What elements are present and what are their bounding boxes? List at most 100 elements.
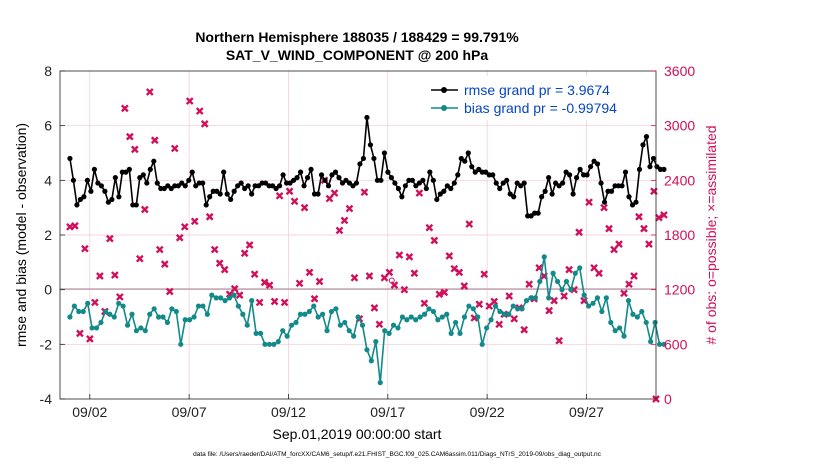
bias-point — [98, 319, 104, 326]
rmse-point — [200, 180, 206, 186]
obs-assimilated-marker — [615, 240, 623, 248]
obs-assimilated-marker — [600, 203, 608, 212]
y-right-tick-label: 3000 — [664, 118, 695, 134]
bias-point — [648, 339, 654, 345]
obs-assimilated-marker — [285, 187, 294, 196]
rmse-point — [336, 175, 342, 181]
rmse-point — [444, 183, 450, 189]
obs-assimilated-marker — [395, 251, 404, 259]
bias-point — [475, 314, 481, 320]
obs-assimilated-marker — [81, 244, 89, 253]
rmse-point — [507, 191, 513, 197]
rmse-point — [168, 185, 174, 192]
obs-assimilated-marker — [620, 289, 628, 298]
bias-point — [546, 295, 552, 301]
bias-point — [639, 308, 645, 315]
rmse-point — [242, 185, 248, 192]
obs-assimilated-marker — [180, 222, 189, 231]
bias-point — [142, 328, 148, 334]
rmse-point — [594, 161, 601, 167]
bias-point — [479, 341, 485, 347]
rmse-point — [256, 183, 262, 189]
bias-point — [488, 317, 494, 323]
obs-assimilated-marker — [370, 304, 379, 312]
bias-point — [554, 278, 561, 285]
rmse-point — [381, 150, 388, 156]
bias-point — [435, 317, 441, 323]
obs-assimilated-marker — [550, 296, 558, 305]
obs-assimilated-marker — [645, 240, 653, 248]
obs-assimilated-marker — [170, 144, 179, 153]
rmse-point — [332, 169, 339, 175]
rmse-point — [601, 199, 608, 205]
bias-point — [200, 303, 206, 309]
obs-assimilated-marker — [555, 336, 563, 345]
bias-point — [510, 303, 516, 309]
rmse-point — [182, 183, 188, 189]
bias-point — [466, 303, 472, 309]
obs-assimilated-marker — [525, 280, 534, 289]
bias-point — [195, 303, 202, 309]
rmse-point — [570, 191, 576, 197]
rmse-point — [392, 180, 398, 186]
rmse-point — [441, 188, 447, 194]
bias-point — [594, 295, 601, 301]
bias-point — [129, 311, 135, 317]
obs-assimilated-marker — [205, 212, 214, 221]
rmse-point — [353, 180, 360, 186]
rmse-point — [357, 161, 363, 167]
rmse-point — [179, 180, 185, 186]
bias-point — [386, 330, 392, 336]
bias-point — [311, 303, 317, 309]
bias-point — [169, 306, 175, 312]
bias-point — [147, 311, 153, 317]
legend-bias-label: bias grand pr = -0.99794 — [464, 100, 617, 116]
rmse-point — [245, 183, 251, 189]
rmse-point — [437, 191, 443, 197]
rmse-point — [626, 194, 632, 200]
obs-assimilated-marker — [460, 282, 469, 290]
bias-point — [120, 303, 126, 309]
rmse-point — [598, 180, 604, 186]
obs-assimilated-marker — [565, 265, 573, 274]
bias-point — [532, 295, 538, 301]
y-left-tick-label: 8 — [44, 63, 52, 79]
obs-assimilated-marker — [140, 205, 149, 214]
bias-point — [355, 314, 361, 320]
bias-point — [85, 300, 91, 306]
obs-assimilated-marker — [270, 297, 279, 306]
bias-point — [133, 328, 140, 334]
bias-point — [515, 306, 521, 312]
rmse-point — [322, 177, 328, 183]
obs-assimilated-marker — [130, 145, 139, 154]
obs-assimilated-marker — [280, 298, 289, 307]
bias-point — [324, 328, 330, 334]
bias-point — [213, 295, 219, 301]
rmse-point — [325, 183, 332, 189]
obs-assimilated-marker — [380, 273, 389, 282]
obs-assimilated-marker — [71, 222, 79, 230]
obs-assimilated-marker — [350, 273, 359, 282]
rmse-point — [430, 177, 436, 183]
rmse-point — [116, 194, 122, 200]
rmse-point — [165, 183, 171, 189]
chart-title-line1: Northern Hemisphere 188035 / 188429 = 99… — [195, 29, 519, 45]
bias-point — [382, 328, 388, 334]
rmse-point — [74, 202, 80, 208]
obs-assimilated-marker — [185, 97, 194, 105]
rmse-point — [577, 166, 583, 172]
rmse-point — [539, 194, 545, 200]
obs-assimilated-marker — [465, 220, 474, 228]
obs-count-series — [66, 88, 668, 403]
obs-assimilated-marker — [575, 228, 583, 237]
rmse-point — [315, 191, 321, 197]
rmse-point — [622, 169, 629, 175]
rmse-point — [514, 180, 520, 186]
obs-assimilated-marker — [590, 263, 598, 272]
bias-point — [178, 341, 184, 347]
rmse-point — [573, 175, 580, 181]
rmse-point — [297, 169, 304, 175]
obs-assimilated-marker — [480, 270, 489, 279]
obs-assimilated-marker — [640, 224, 648, 233]
obs-assimilated-marker — [76, 329, 84, 338]
